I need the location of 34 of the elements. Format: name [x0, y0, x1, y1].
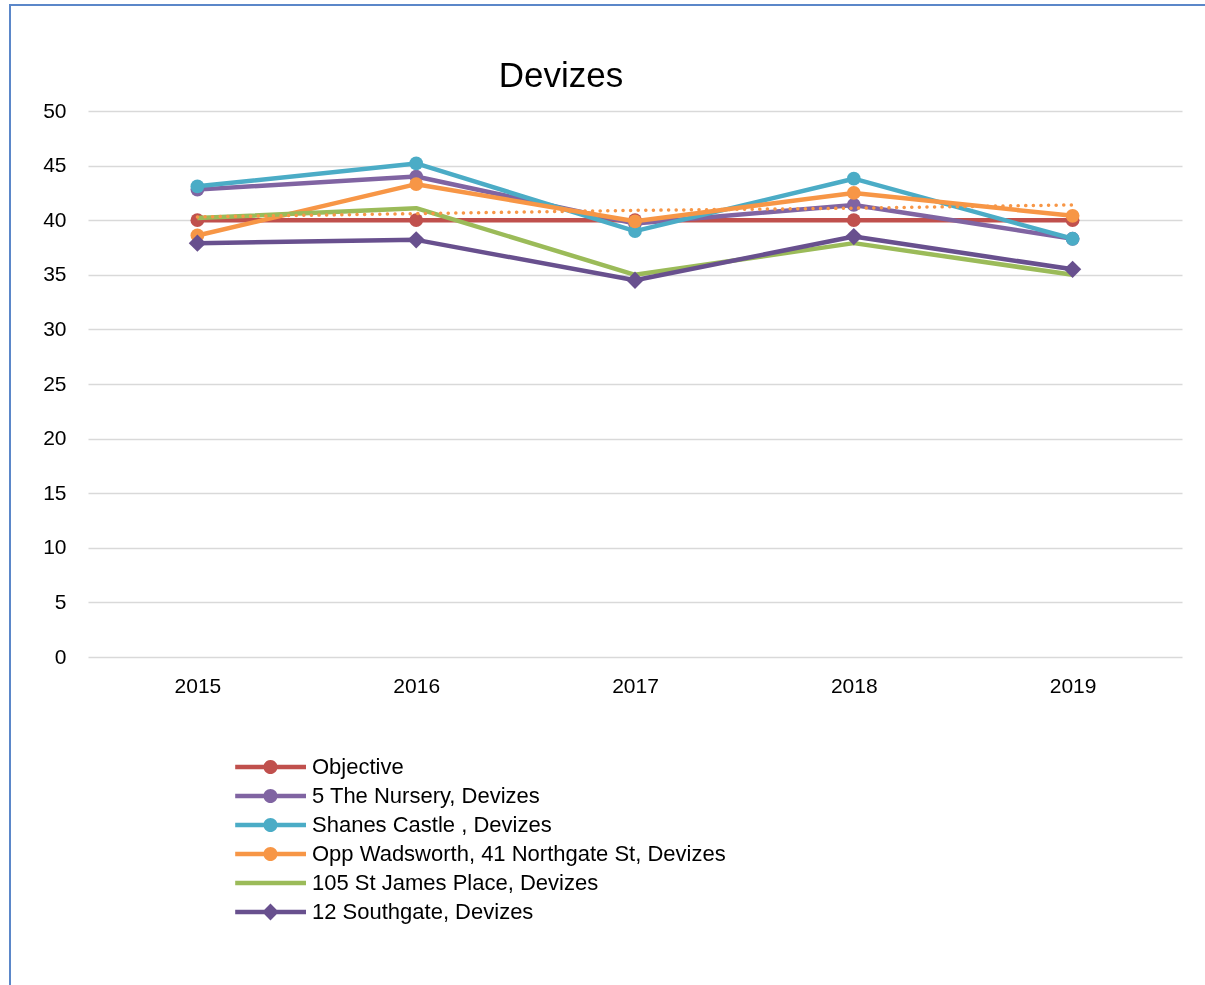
- chart-title: Devizes: [498, 55, 624, 94]
- point: [846, 213, 861, 228]
- x-tick-label: 2018: [830, 673, 878, 697]
- y-tick-label: 5: [54, 589, 67, 613]
- point: [846, 186, 861, 200]
- legend-label: 12 Southgate, Devizes: [312, 899, 534, 924]
- legend-label: 105 St James Place, Devizes: [312, 870, 599, 895]
- point: [409, 177, 424, 192]
- y-tick-label: 10: [43, 535, 67, 559]
- y-tick-label: 45: [43, 153, 67, 177]
- legend-label: Opp Wadsworth, 41 Northgate St, Devizes: [312, 841, 726, 866]
- y-tick-label: 25: [43, 371, 67, 395]
- point: [846, 171, 861, 186]
- point: [409, 156, 424, 171]
- y-tick-label: 50: [43, 98, 67, 122]
- point: [1063, 260, 1082, 278]
- x-tick-label: 2016: [393, 673, 441, 697]
- y-tick-label: 15: [43, 480, 67, 504]
- y-tick-label: 30: [43, 316, 67, 340]
- point: [407, 231, 425, 249]
- y-tick-label: 35: [43, 262, 67, 286]
- point: [1065, 208, 1080, 223]
- legend-label: Objective: [312, 754, 404, 779]
- x-tick-label: 2015: [174, 673, 222, 697]
- y-tick-label: 40: [43, 207, 67, 231]
- point: [409, 213, 424, 228]
- x-tick-label: 2017: [612, 673, 659, 697]
- point: [626, 271, 644, 289]
- y-tick-label: 20: [43, 426, 67, 450]
- point: [845, 227, 863, 246]
- legend-label: 5 The Nursery, Devizes: [312, 783, 540, 808]
- x-tick-label: 2019: [1049, 673, 1097, 697]
- legend-label: Shanes Castle , Devizes: [312, 812, 552, 837]
- y-tick-label: 0: [54, 644, 67, 668]
